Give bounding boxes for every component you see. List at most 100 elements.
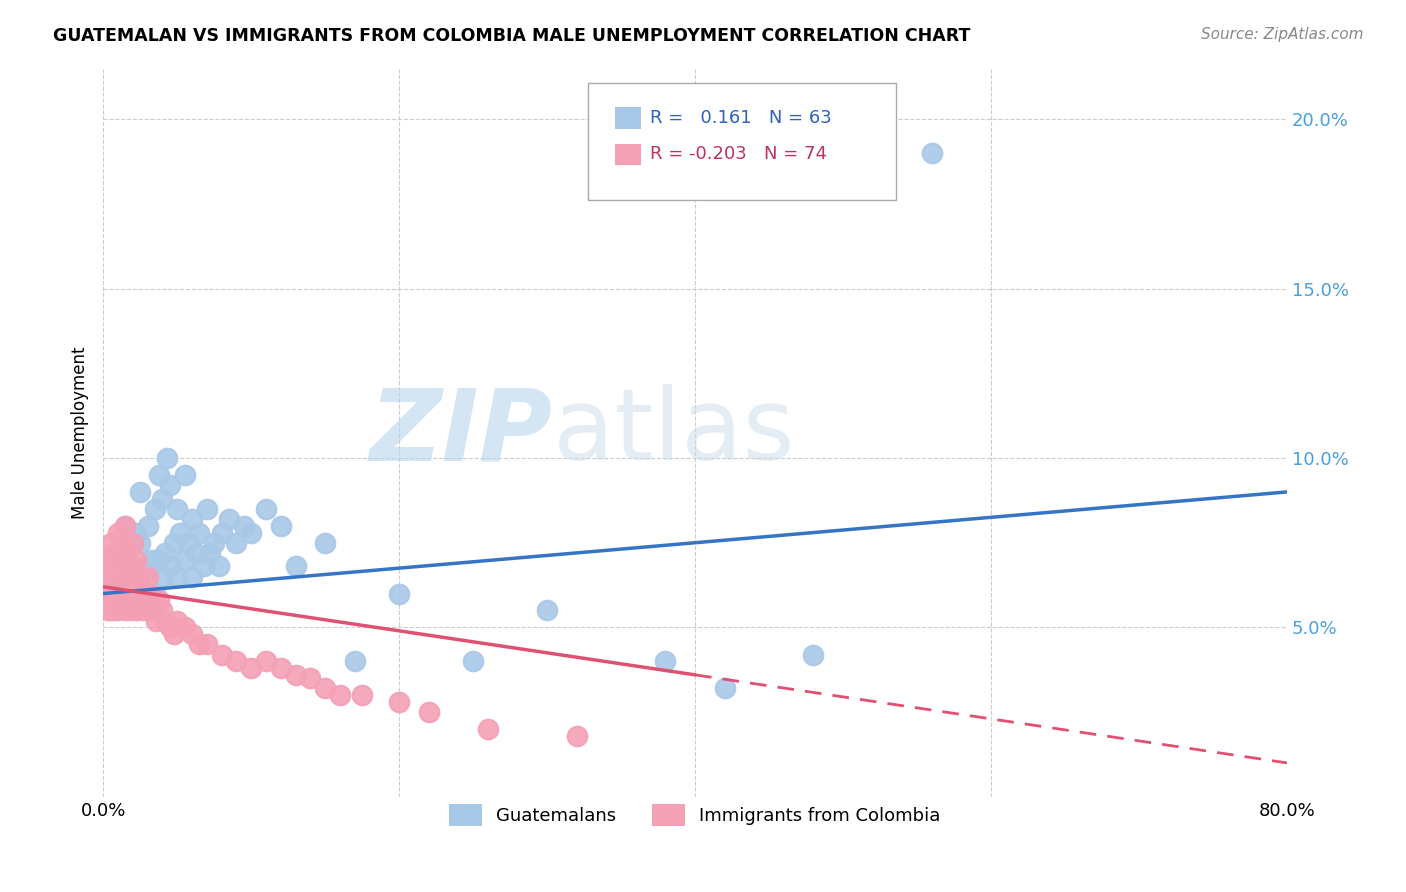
- Point: [134, 586, 156, 600]
- Point: [108, 569, 131, 583]
- Point: [118, 603, 141, 617]
- Point: [107, 525, 129, 540]
- Point: [129, 580, 152, 594]
- Point: [125, 603, 148, 617]
- Point: [111, 535, 134, 549]
- Point: [166, 614, 188, 628]
- Point: [461, 654, 484, 668]
- Point: [132, 586, 155, 600]
- Point: [163, 627, 186, 641]
- Point: [127, 593, 149, 607]
- Point: [129, 535, 152, 549]
- Point: [314, 535, 336, 549]
- Point: [188, 525, 211, 540]
- Point: [136, 518, 159, 533]
- Text: R = -0.203   N = 74: R = -0.203 N = 74: [650, 145, 827, 163]
- Point: [180, 627, 202, 641]
- Point: [131, 603, 153, 617]
- Point: [254, 654, 277, 668]
- Point: [225, 654, 247, 668]
- Point: [143, 501, 166, 516]
- Point: [114, 552, 136, 566]
- Point: [166, 569, 188, 583]
- Point: [139, 603, 162, 617]
- Point: [148, 593, 170, 607]
- Point: [145, 614, 167, 628]
- Point: [225, 535, 247, 549]
- Point: [536, 603, 558, 617]
- Point: [211, 525, 233, 540]
- Point: [202, 535, 225, 549]
- Point: [565, 729, 588, 743]
- Point: [107, 593, 129, 607]
- Point: [240, 661, 263, 675]
- Point: [136, 603, 159, 617]
- Point: [195, 637, 218, 651]
- Point: [146, 552, 169, 566]
- Point: [103, 546, 125, 560]
- Point: [177, 535, 200, 549]
- Point: [186, 546, 208, 560]
- Point: [100, 535, 122, 549]
- Point: [388, 586, 411, 600]
- Point: [198, 546, 221, 560]
- Point: [110, 546, 132, 560]
- Point: [110, 580, 132, 594]
- Point: [103, 593, 125, 607]
- Point: [122, 586, 145, 600]
- Point: [101, 580, 124, 594]
- Point: [284, 668, 307, 682]
- Point: [121, 580, 143, 594]
- Point: [477, 722, 499, 736]
- Point: [188, 637, 211, 651]
- Point: [115, 593, 138, 607]
- Point: [329, 688, 352, 702]
- Point: [104, 552, 127, 566]
- Point: [314, 681, 336, 696]
- Point: [921, 146, 943, 161]
- Point: [159, 620, 181, 634]
- Point: [118, 535, 141, 549]
- Point: [98, 586, 121, 600]
- Point: [159, 478, 181, 492]
- Point: [143, 603, 166, 617]
- Point: [94, 569, 117, 583]
- Point: [98, 552, 121, 566]
- Point: [155, 546, 177, 560]
- Point: [148, 468, 170, 483]
- Point: [125, 525, 148, 540]
- Point: [117, 586, 139, 600]
- Text: GUATEMALAN VS IMMIGRANTS FROM COLOMBIA MALE UNEMPLOYMENT CORRELATION CHART: GUATEMALAN VS IMMIGRANTS FROM COLOMBIA M…: [53, 27, 970, 45]
- Point: [121, 586, 143, 600]
- Point: [150, 603, 173, 617]
- Point: [100, 559, 122, 574]
- Text: ZIP: ZIP: [370, 384, 553, 481]
- Point: [418, 705, 440, 719]
- Point: [111, 559, 134, 574]
- FancyBboxPatch shape: [589, 83, 896, 200]
- Point: [240, 525, 263, 540]
- Point: [232, 518, 254, 533]
- Point: [211, 648, 233, 662]
- Point: [299, 671, 322, 685]
- Point: [173, 620, 195, 634]
- Point: [156, 451, 179, 466]
- Point: [104, 559, 127, 574]
- Point: [118, 569, 141, 583]
- Point: [141, 552, 163, 566]
- Point: [100, 576, 122, 591]
- Point: [180, 512, 202, 526]
- Point: [121, 559, 143, 574]
- Point: [136, 569, 159, 583]
- Point: [173, 552, 195, 566]
- Point: [155, 614, 177, 628]
- FancyBboxPatch shape: [614, 144, 641, 165]
- Point: [218, 512, 240, 526]
- Point: [803, 648, 825, 662]
- Point: [654, 654, 676, 668]
- Point: [100, 603, 122, 617]
- Point: [129, 484, 152, 499]
- Point: [129, 569, 152, 583]
- Point: [284, 559, 307, 574]
- Point: [105, 580, 128, 594]
